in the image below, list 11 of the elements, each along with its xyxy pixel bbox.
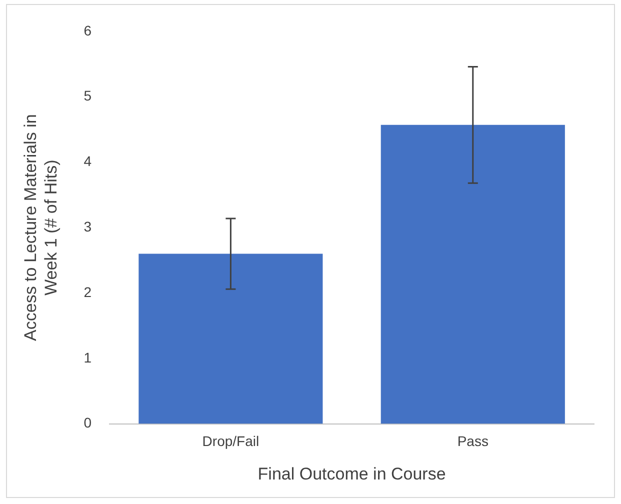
x-tick-label: Pass bbox=[457, 433, 488, 450]
x-tick-label: Drop/Fail bbox=[202, 433, 260, 450]
x-axis-title: Final Outcome in Course bbox=[258, 464, 446, 484]
y-tick-label: 6 bbox=[84, 22, 92, 38]
y-tick-label: 5 bbox=[84, 88, 92, 104]
y-axis-title: Access to Lecture Materials in Week 1 (# of Hits) bbox=[20, 114, 60, 341]
y-tick-label: 0 bbox=[84, 414, 92, 431]
y-tick-label: 1 bbox=[84, 349, 92, 366]
y-tick-label: 3 bbox=[84, 218, 92, 234]
y-tick-label: 4 bbox=[84, 153, 92, 170]
y-tick-label: 2 bbox=[84, 284, 92, 300]
